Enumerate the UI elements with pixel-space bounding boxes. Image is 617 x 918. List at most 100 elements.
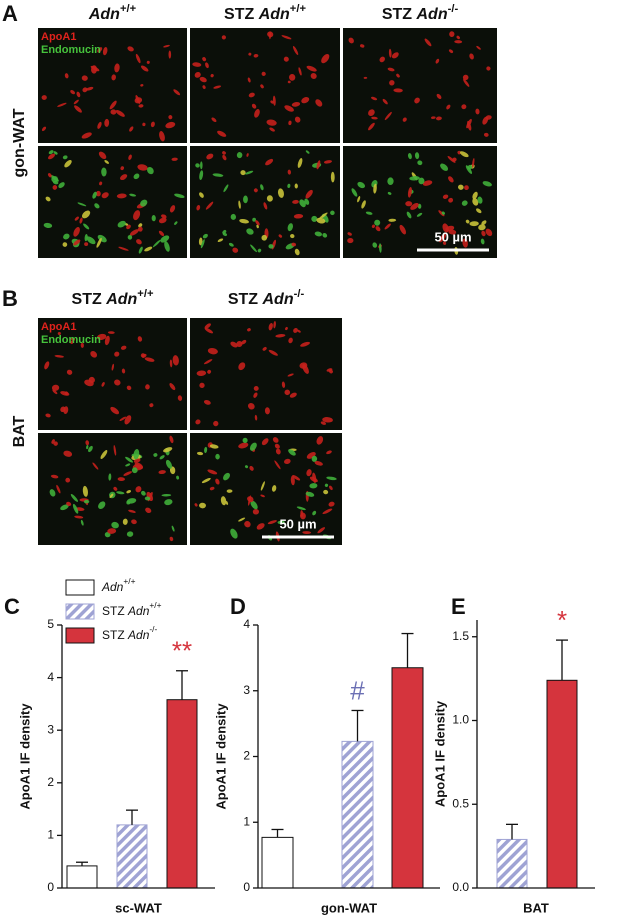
stain-spot — [161, 214, 167, 219]
stain-spot — [101, 382, 105, 387]
stain-spot — [247, 77, 251, 83]
stain-spot — [310, 72, 317, 80]
stain-spot — [247, 496, 254, 503]
stain-spot — [248, 52, 252, 56]
stain-spot — [265, 158, 274, 166]
stain-spot — [297, 158, 303, 168]
stain-spot — [314, 231, 322, 237]
stain-spot — [252, 217, 257, 222]
micrograph — [343, 28, 497, 143]
stain-spot — [125, 463, 131, 467]
stain-spot — [120, 345, 127, 350]
stain-spot — [465, 219, 470, 224]
stain-spot — [461, 200, 468, 206]
gene-name: Adn — [258, 6, 290, 23]
genotype-sup: -/- — [448, 3, 459, 15]
stain-spot — [374, 219, 381, 226]
stain-spot — [291, 102, 301, 107]
stain-spot — [107, 331, 115, 334]
stain-spot — [127, 46, 134, 52]
stain-spot — [145, 507, 152, 514]
stain-spot — [206, 153, 214, 160]
stain-spot — [302, 531, 312, 534]
stain-spot — [306, 65, 317, 72]
stain-spot — [164, 241, 170, 252]
stain-spot — [449, 31, 455, 38]
stain-spot — [387, 67, 395, 72]
stain-spot — [194, 72, 201, 78]
stain-spot — [126, 385, 132, 391]
stain-spot — [254, 414, 258, 421]
stain-spot — [294, 183, 298, 189]
genotype-sup: -/- — [149, 624, 157, 634]
stain-spot — [141, 490, 146, 496]
stain-spot — [243, 195, 248, 204]
stain-spot — [476, 208, 482, 214]
stain-spot — [405, 201, 413, 207]
stain-spot — [101, 192, 109, 199]
stain-spot — [393, 88, 403, 93]
stain-spot — [86, 445, 89, 450]
stain-spot — [409, 176, 420, 181]
stain-spot — [253, 385, 259, 391]
stain-spot — [245, 170, 254, 175]
stain-spot — [83, 223, 90, 230]
stain-spot — [284, 105, 294, 112]
stain-spot — [252, 508, 260, 515]
stain-spot — [320, 421, 327, 425]
stain-spot — [80, 342, 84, 348]
stain-spot — [256, 224, 259, 229]
stain-spot — [44, 361, 50, 370]
stain-spot — [151, 215, 156, 222]
stain-spot — [448, 49, 454, 54]
stain-spot — [104, 118, 110, 127]
stain-spot — [257, 248, 262, 253]
stain-spot — [230, 341, 238, 348]
stain-spot — [391, 52, 399, 59]
stain-spot — [211, 117, 217, 123]
panel-letter: B — [2, 286, 18, 311]
stain-spot — [298, 67, 302, 76]
stain-spot — [97, 121, 102, 129]
stain-spot — [62, 242, 68, 247]
stain-spot — [373, 183, 377, 194]
y-tick-label: 1 — [47, 828, 54, 842]
stain-spot — [194, 503, 198, 507]
genotype-label: STZ Adn+/+ — [102, 600, 162, 618]
y-tick-label: 1 — [243, 814, 250, 828]
stain-spot — [438, 210, 445, 217]
stain-spot — [65, 477, 71, 483]
stain-spot — [316, 217, 326, 224]
stain-spot — [457, 150, 461, 155]
stain-spot — [311, 215, 318, 222]
stain-spot — [204, 323, 211, 329]
stain-spot — [448, 197, 454, 203]
stain-spot — [171, 525, 175, 532]
stain-spot — [173, 89, 181, 96]
stain-spot — [126, 531, 134, 537]
stain-spot — [289, 74, 296, 81]
stain-spot — [57, 102, 67, 107]
stain-spot — [230, 213, 237, 220]
stain-spot — [424, 38, 432, 47]
stain-spot — [85, 440, 90, 446]
stain-spot — [368, 109, 375, 116]
stain-spot — [478, 224, 486, 231]
stain-spot — [287, 169, 291, 175]
stain-spot — [97, 47, 103, 53]
stain-spot — [296, 506, 306, 511]
stain-spot — [153, 453, 158, 457]
stain-spot — [50, 474, 59, 479]
stain-spot — [328, 369, 333, 374]
stain-spot — [238, 362, 246, 371]
stain-spot — [483, 132, 489, 137]
stain-spot — [203, 399, 211, 405]
stain-spot — [254, 109, 260, 118]
stain-spot — [249, 465, 254, 471]
stain-spot — [291, 242, 297, 247]
stain-spot — [268, 244, 274, 249]
stain-spot — [115, 110, 125, 117]
stain-spot — [119, 416, 127, 421]
stain-spot — [85, 86, 94, 91]
stain-spot — [222, 151, 226, 155]
